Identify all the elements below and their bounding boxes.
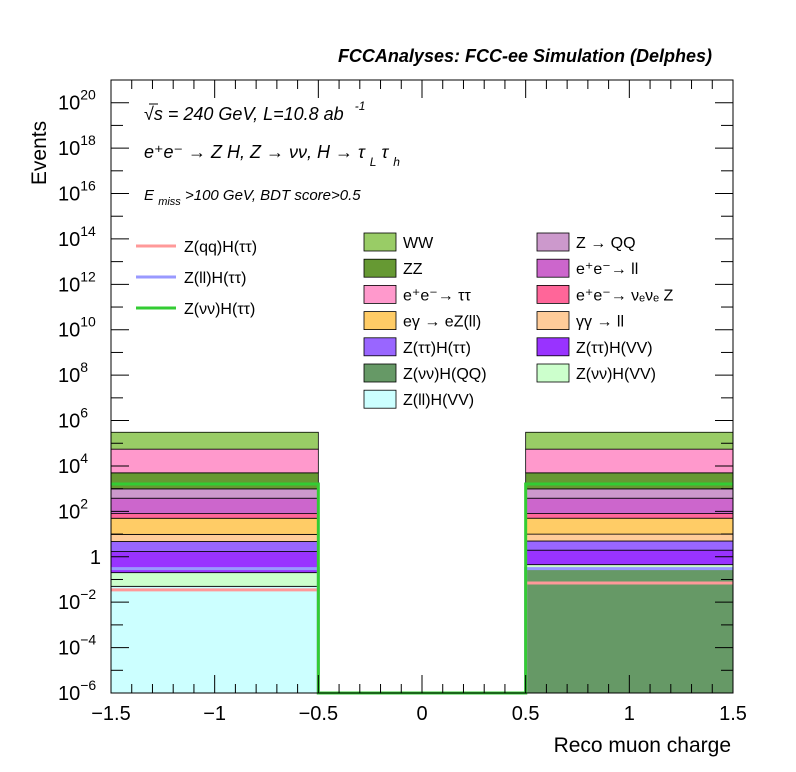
stack-bar <box>110 472 319 490</box>
y-tick-label: 1014 <box>58 223 96 251</box>
process-annotation: e⁺e⁻ → Z H, Z → νν, H → τ L τ h <box>144 142 400 170</box>
legend-label: e⁺e⁻→ ττ <box>403 287 471 304</box>
legend-swatch <box>363 232 397 252</box>
energy-annotation: √s = 240 GeV, L=10.8 ab -1 <box>144 99 365 124</box>
legend-swatch <box>363 284 397 304</box>
stack-bar <box>110 497 319 515</box>
stack-bar <box>525 472 734 490</box>
x-axis-label: Reco muon charge <box>554 734 731 757</box>
stack-bar <box>525 488 734 499</box>
y-tick-label: 1010 <box>58 314 96 342</box>
y-axis-ticks: 10−6 10−4 10−2 1 102 104 106 108 1010 1012 1014 101… <box>58 79 733 705</box>
stack-bar <box>110 541 319 552</box>
legend-label: Z(ll)H(ττ) <box>184 270 246 287</box>
y-tick-label: 10−2 <box>58 586 96 614</box>
stack-bar <box>525 431 734 450</box>
legend-swatch <box>536 258 570 278</box>
y-tick-label: 1018 <box>58 132 96 160</box>
legend-swatch <box>536 363 570 383</box>
legend: Z(qq)H(ττ) Z(ll)H(ττ) Z(νν)H(ττ) WW ZZ e⁺e⁻→ … <box>136 232 673 409</box>
y-tick-label: 10−6 <box>58 677 96 705</box>
x-tick-label: −1.5 <box>91 703 130 725</box>
legend-label: γγ → ll <box>576 314 624 331</box>
plot-area <box>110 431 734 695</box>
y-axis-label: Events <box>28 121 51 185</box>
x-tick-label: −0.5 <box>299 703 338 725</box>
legend-label: e⁺e⁻→ ll <box>576 261 638 278</box>
x-tick-label: 0.5 <box>512 703 540 725</box>
stack-bar <box>525 533 734 542</box>
y-tick-label: 1012 <box>58 268 96 296</box>
legend-label: Z(ττ)H(VV) <box>576 340 653 357</box>
x-axis-ticks: −1.5 −1 −0.5 0 0.5 1 1.5 <box>91 80 747 725</box>
stack-bar <box>110 572 319 587</box>
legend-swatch <box>363 258 397 278</box>
legend-swatch <box>363 389 397 409</box>
stack-bar <box>110 513 319 519</box>
stack-bar <box>525 549 734 566</box>
legend-swatch <box>363 337 397 357</box>
legend-label: Z(ττ)H(ττ) <box>403 340 471 357</box>
legend-label: e⁺e⁻→ νₑνₑ Z <box>576 287 673 304</box>
x-tick-label: 0 <box>416 703 427 725</box>
stack-bar <box>110 448 319 474</box>
cut-annotation: E miss >100 GeV, BDT score>0.5 <box>144 187 361 209</box>
plot-annotations: √s = 240 GeV, L=10.8 ab -1 e⁺e⁻ → Z H, Z… <box>144 99 400 209</box>
y-tick-label: 106 <box>58 405 88 433</box>
stack-bar <box>525 517 734 535</box>
stack-bar <box>525 497 734 514</box>
legend-swatch <box>363 311 397 331</box>
legend-swatch <box>536 284 570 304</box>
legend-label: Z(ll)H(VV) <box>403 392 474 409</box>
y-tick-label: 10−4 <box>58 632 96 660</box>
legend-label: Z → QQ <box>576 235 636 252</box>
legend-label: Z(νν)H(QQ) <box>403 366 487 383</box>
y-tick-label: 1016 <box>58 178 96 206</box>
y-tick-label: 1020 <box>58 87 96 115</box>
legend-label: Z(νν)H(VV) <box>576 366 656 383</box>
legend-swatch <box>536 311 570 331</box>
legend-label: eγ → eZ(ll) <box>403 314 481 331</box>
x-tick-label: 1.5 <box>719 703 747 725</box>
stack-bar <box>525 448 734 474</box>
legend-label: Z(qq)H(ττ) <box>184 239 257 256</box>
legend-label: ZZ <box>403 261 423 278</box>
stack-bar <box>110 517 319 535</box>
chart-title: FCCAnalyses: FCC-ee Simulation (Delphes) <box>338 46 712 66</box>
x-tick-label: −1 <box>203 703 226 725</box>
stack-bar <box>525 513 734 519</box>
x-tick-label: 1 <box>624 703 635 725</box>
y-tick-label: 1 <box>90 547 101 569</box>
stack-bar <box>110 431 319 450</box>
stack-bar <box>110 488 319 499</box>
y-tick-label: 108 <box>58 359 88 387</box>
legend-swatch <box>363 363 397 383</box>
stack-bar <box>525 568 734 694</box>
y-tick-label: 104 <box>58 450 88 478</box>
legend-label: WW <box>403 235 434 252</box>
stack-bar <box>110 533 319 542</box>
stack-bar <box>525 540 734 551</box>
y-tick-label: 102 <box>58 495 88 523</box>
legend-label: Z(νν)H(ττ) <box>184 301 255 318</box>
legend-swatch <box>536 232 570 252</box>
legend-swatch <box>536 337 570 357</box>
